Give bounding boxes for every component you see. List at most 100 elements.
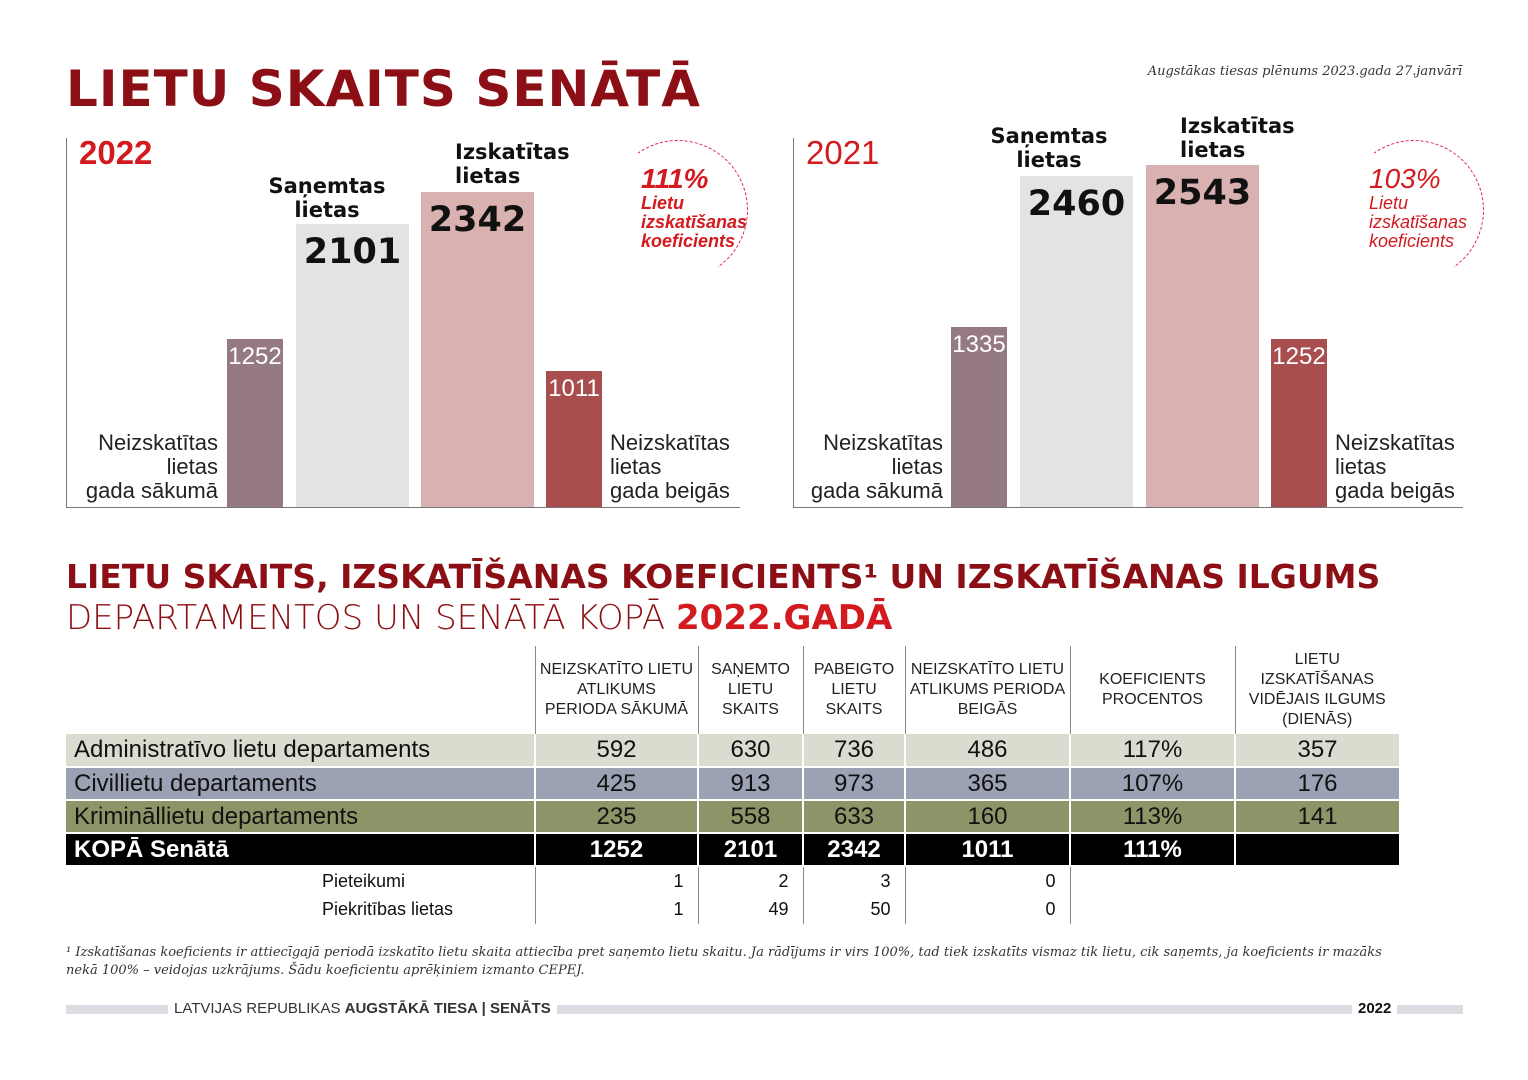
footer-text: LATVIJAS REPUBLIKAS AUGSTĀKĀ TIESA | SEN…: [168, 1000, 557, 1017]
coef-pct: 103%: [1369, 163, 1441, 194]
bar-value: 1252: [1272, 342, 1326, 370]
section-title: LIETU SKAITS, IZSKATĪŠANAS KOEFICIENTS¹ …: [66, 557, 1381, 596]
empty-cell: [1069, 866, 1235, 895]
col-header: NEIZSKATĪTO LIETU ATLIKUMS PERIODA SĀKUM…: [534, 646, 698, 734]
label-line: Lietu: [641, 193, 684, 213]
label-line: Izskatītas: [455, 140, 570, 164]
label-line: lietas: [891, 454, 943, 479]
reviewed-label: Izskatītas lietas: [437, 140, 570, 188]
footer-org: LATVIJAS REPUBLIKAS: [174, 1000, 345, 1017]
col-header: PABEIGTO LIETU SKAITS: [802, 646, 905, 734]
coefficient-callout: 111% Lietu izskatīšanas koeficients: [641, 164, 747, 251]
label-line: lietas: [1016, 148, 1082, 172]
start-label: Neizskatītas lietas gada sākumā: [86, 431, 218, 503]
chart-2022: 2022 1252 2101 2342 1011 Saņemtas lietas …: [66, 128, 760, 508]
label-line: gada beigās: [1335, 478, 1455, 503]
coef-pct: 111%: [641, 163, 709, 194]
table-cell: 113%: [1069, 800, 1235, 834]
table-cell: 633: [802, 800, 905, 834]
table-cell: 0: [904, 866, 1070, 895]
subtitle-text: DEPARTAMENTOS UN SENĀTĀ KOPĀ: [66, 598, 676, 638]
col-header: LIETU IZSKATĪŠANAS VIDĒJAIS ILGUMS (DIEN…: [1234, 646, 1399, 734]
bar-end: 1252: [1271, 338, 1327, 507]
label-line: izskatīšanas: [641, 212, 748, 232]
section-subtitle: DEPARTAMENTOS UN SENĀTĀ KOPĀ 2022.GADĀ: [66, 598, 892, 638]
col-header: [66, 646, 535, 734]
bar-value: 2543: [1153, 172, 1252, 213]
bar-start: 1252: [227, 338, 283, 507]
table-cell: 3: [802, 866, 905, 895]
label-line: Saņemtas: [268, 174, 386, 198]
department-table: NEIZSKATĪTO LIETU ATLIKUMS PERIODA SĀKUM…: [66, 646, 1399, 924]
table-cell: [1234, 833, 1399, 867]
chart-year: 2022: [79, 134, 153, 171]
label-line: Izskatītas: [1180, 114, 1295, 138]
table-row: Krimināllietu departaments 235 558 633 160 11…: [66, 800, 1399, 834]
table-cell: 2: [697, 866, 803, 895]
table-cell: 1: [534, 895, 698, 924]
table-subrow: Pieteikumi 1 2 3 0: [66, 866, 1399, 895]
table-cell: 235: [534, 800, 698, 834]
label-line: Neizskatītas: [1335, 430, 1455, 455]
table-cell: 365: [904, 767, 1070, 801]
label-line: lietas: [610, 454, 662, 479]
label-line: izskatīšanas: [1369, 212, 1468, 232]
coefficient-callout: 103% Lietu izskatīšanas koeficients: [1369, 164, 1467, 251]
table-row: Administratīvo lietu departaments 592 630 7…: [66, 734, 1399, 768]
footer-court: AUGSTĀKĀ TIESA | SENĀTS: [344, 1000, 551, 1017]
bar-received: 2460: [1020, 176, 1133, 507]
received-label: Saņemtas lietas: [262, 174, 392, 222]
table-cell: 736: [802, 734, 905, 768]
table-subrow: Piekritības lietas 1 49 50 0: [66, 895, 1399, 924]
received-label: Saņemtas lietas: [984, 124, 1114, 172]
table-cell: 1011: [904, 833, 1070, 867]
label-line: gada sākumā: [85, 478, 218, 503]
table-cell: 1: [534, 866, 698, 895]
row-label: Krimināllietu departaments: [66, 800, 535, 834]
label-line: Neizskatītas: [98, 430, 218, 455]
table-cell: 486: [904, 734, 1070, 768]
table-cell: 49: [697, 895, 803, 924]
subtitle-year: 2022.GADĀ: [676, 598, 893, 638]
col-header: SAŅEMTO LIETU SKAITS: [697, 646, 803, 734]
bar-value: 1011: [548, 375, 600, 403]
row-label: Administratīvo lietu departaments: [66, 734, 535, 768]
label-line: lietas: [1335, 454, 1387, 479]
bar-value: 2101: [303, 232, 402, 273]
end-label: Neizskatītas lietas gada beigās: [610, 431, 730, 503]
bar-reviewed: 2543: [1146, 164, 1259, 507]
bar-start: 1335: [951, 327, 1007, 507]
label-line: Saņemtas: [990, 124, 1108, 148]
row-label: KOPĀ Senātā: [66, 833, 535, 867]
chart-year: 2021: [806, 134, 880, 171]
table-header: NEIZSKATĪTO LIETU ATLIKUMS PERIODA SĀKUM…: [66, 646, 1399, 734]
footer-year: 2022: [1352, 1000, 1398, 1017]
table-cell: 425: [534, 767, 698, 801]
label-line: lietas: [455, 164, 521, 188]
bar-end: 1011: [546, 371, 602, 507]
table-cell: 0: [904, 895, 1070, 924]
label-line: lietas: [294, 198, 360, 222]
label-line: gada sākumā: [810, 478, 943, 503]
col-header: KOEFICIENTS PROCENTOS: [1069, 646, 1235, 734]
label-line: koeficients: [1369, 231, 1455, 251]
chart-2021: 2021 1335 2460 2543 1252 Saņemtas lietas …: [793, 114, 1496, 508]
table-cell: 107%: [1069, 767, 1235, 801]
footnote: ¹ Izskatīšanas koeficients ir attiecīgaj…: [66, 945, 1382, 978]
empty-cell: [1235, 866, 1399, 895]
empty-cell: [1069, 895, 1235, 924]
reviewed-label: Izskatītas lietas: [1162, 114, 1295, 162]
footer-bar: [66, 1005, 1463, 1014]
table-cell: 2101: [697, 833, 803, 867]
table-row: KOPĀ Senātā 1252 2101 2342 1011 111%: [66, 833, 1399, 867]
start-label: Neizskatītas lietas gada sākumā: [811, 431, 943, 503]
table-cell: 50: [802, 895, 905, 924]
label-line: lietas: [166, 454, 218, 479]
label-line: Neizskatītas: [823, 430, 943, 455]
col-header: NEIZSKATĪTO LIETU ATLIKUMS PERIODA BEIGĀ…: [904, 646, 1070, 734]
bar-received: 2101: [296, 224, 409, 507]
source-note: Augstākas tiesas plēnums 2023.gada 27.ja…: [1147, 64, 1462, 79]
end-label: Neizskatītas lietas gada beigās: [1335, 431, 1455, 503]
table-cell: 160: [904, 800, 1070, 834]
table-row: Civillietu departaments 425 913 973 365 107% 1…: [66, 767, 1399, 801]
